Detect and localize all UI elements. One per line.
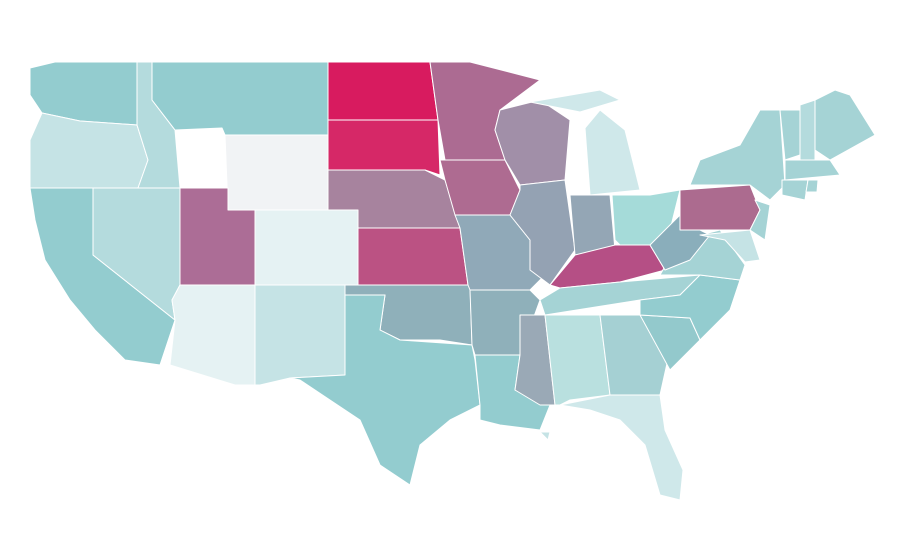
state-region [784,159,841,181]
state-region [327,119,441,176]
state-region [254,284,346,386]
state-region [29,112,149,189]
state-region [327,61,439,121]
state-region [699,229,761,263]
state-region [799,99,816,161]
state-region [539,431,551,441]
state-region [529,89,621,113]
state-region [544,314,611,406]
state-region [639,274,741,341]
state-region [254,209,359,286]
state-region [584,109,641,196]
state-region [814,89,876,161]
state-region [357,227,469,286]
state-region [169,284,256,386]
state-region [224,134,329,211]
state-region [749,199,771,241]
state-region [509,179,576,286]
state-region [569,194,616,256]
state-region [805,179,819,193]
state-region [781,179,809,201]
state-region [151,61,329,136]
state-region [679,184,761,231]
state-region [559,394,684,501]
state-region [289,294,481,486]
